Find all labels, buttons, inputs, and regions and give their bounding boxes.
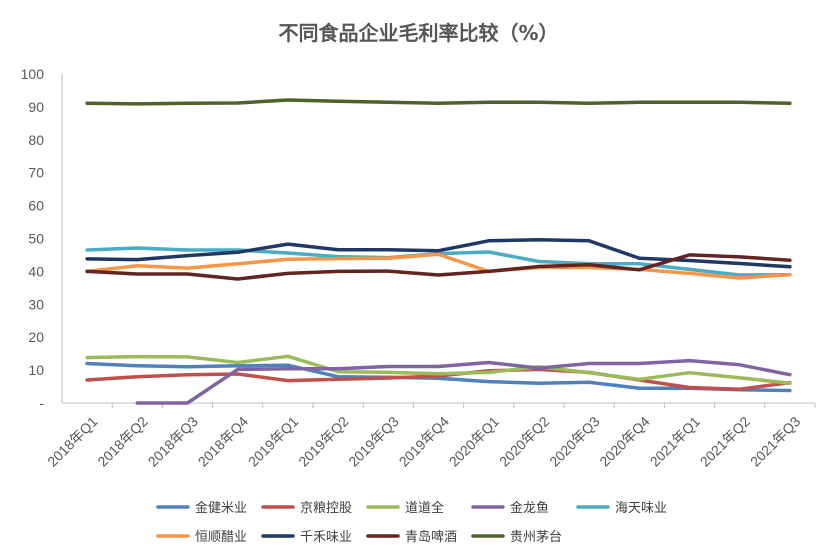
x-tick-label: 2018年Q4 (195, 413, 252, 470)
x-tick-label: 2018年Q1 (44, 413, 101, 470)
series-lines (85, 98, 792, 405)
y-tick-label: 40 (28, 263, 44, 279)
y-tick-label: 70 (28, 165, 44, 181)
legend-label: 千禾味业 (300, 530, 352, 545)
y-tick-label: 10 (28, 362, 44, 378)
x-tick-label: 2020年Q1 (446, 413, 503, 470)
chart-title: 不同食品企业毛利率比较（%） (278, 21, 558, 45)
x-tick-label: 2021年Q2 (697, 413, 754, 470)
legend-label: 恒顺醋业 (195, 529, 247, 545)
legend-label: 贵州茅台 (510, 530, 562, 545)
y-tick-label: - (39, 395, 44, 411)
y-tick-label: 30 (28, 296, 44, 312)
x-tick-label: 2021年Q3 (747, 413, 804, 470)
x-tick-label: 2019年Q3 (345, 413, 402, 470)
legend-label: 金健米业 (195, 500, 247, 516)
legend-label: 青岛啤酒 (405, 529, 457, 545)
y-tick-label: 100 (21, 66, 45, 82)
y-tick-label: 20 (28, 329, 44, 345)
legend-label: 海天味业 (615, 501, 667, 516)
x-tick-label: 2020年Q3 (546, 413, 603, 470)
x-tick-label: 2021年Q1 (647, 413, 704, 470)
series-line (85, 367, 792, 391)
y-tick-label: 80 (28, 132, 44, 148)
y-tick-label: 50 (28, 231, 44, 247)
x-tick-label: 2020年Q2 (496, 413, 553, 470)
x-tick-label: 2018年Q3 (145, 413, 202, 470)
legend-label: 京粮控股 (300, 501, 352, 516)
series-line (85, 252, 792, 280)
x-tick-label: 2020年Q4 (596, 413, 653, 470)
series-line (85, 253, 792, 281)
x-tick-label: 2018年Q2 (94, 413, 151, 470)
x-tick-label: 2019年Q1 (245, 413, 302, 470)
legend-label: 金龙鱼 (510, 500, 549, 516)
series-line (135, 358, 792, 405)
legend-label: 道道全 (405, 500, 444, 516)
series-line (85, 354, 792, 386)
axes: 100908070605040302010-2018年Q12018年Q22018… (21, 66, 816, 470)
y-tick-label: 60 (28, 198, 44, 214)
y-tick-label: 90 (28, 99, 44, 115)
x-tick-label: 2019年Q4 (396, 413, 453, 470)
x-tick-label: 2019年Q2 (295, 413, 352, 470)
series-line (85, 361, 792, 393)
series-line (85, 98, 792, 106)
